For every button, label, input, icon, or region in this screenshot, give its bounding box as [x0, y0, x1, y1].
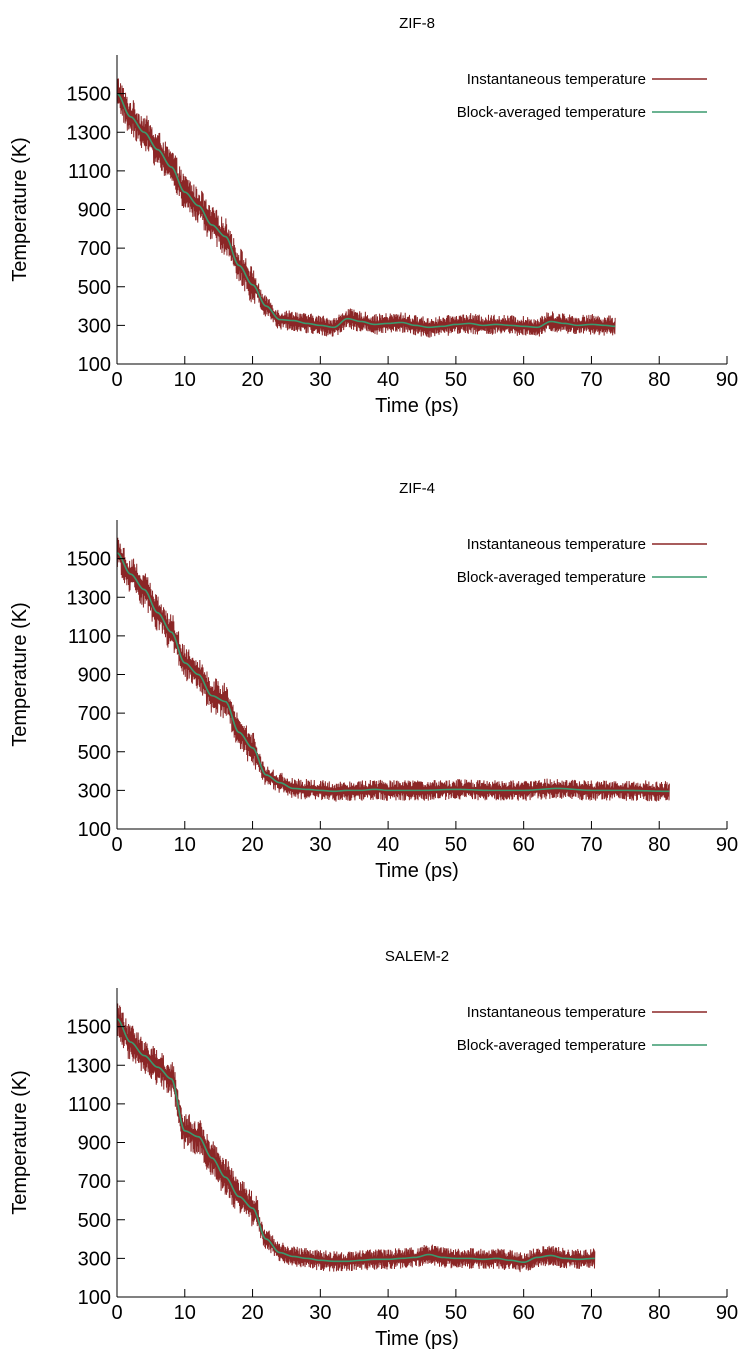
x-axis-label: Time (ps) [375, 395, 459, 417]
y-tick-label: 900 [78, 200, 111, 222]
x-tick-label: 80 [648, 1302, 670, 1324]
chart-title: SALEM-2 [385, 948, 449, 965]
x-tick-label: 0 [111, 1302, 122, 1324]
chart-1: ZIF-8 0 10 20 30 40 50 60 70 80 90 100 300 500 700 900 1… [9, 15, 738, 417]
x-tick-label: 0 [111, 369, 122, 391]
x-tick-label: 50 [445, 1302, 467, 1324]
x-tick-label: 0 [111, 834, 122, 856]
x-tick-label: 10 [174, 1302, 196, 1324]
y-tick-label: 300 [78, 315, 111, 337]
x-tick-label: 60 [513, 1302, 535, 1324]
y-tick-label: 100 [78, 819, 111, 841]
chart-3: SALEM-2 0 10 20 30 40 50 60 70 80 90 100 300 500 700 90… [9, 948, 738, 1350]
x-tick-label: 70 [580, 369, 602, 391]
x-axis-label: Time (ps) [375, 860, 459, 882]
legend-label-block-averaged: Block-averaged temperature [457, 104, 646, 121]
legend-label-instantaneous: Instantaneous temperature [467, 71, 646, 88]
series-instantaneous-line [117, 78, 616, 338]
legend-label-instantaneous: Instantaneous temperature [467, 536, 646, 553]
x-tick-label: 30 [309, 834, 331, 856]
y-tick-label: 100 [78, 1287, 111, 1309]
x-tick-label: 70 [580, 1302, 602, 1324]
y-tick-label: 900 [78, 665, 111, 687]
x-tick-label: 90 [716, 834, 738, 856]
series-block-averaged-line [117, 552, 670, 793]
x-tick-label: 10 [174, 834, 196, 856]
x-tick-label: 70 [580, 834, 602, 856]
series-instantaneous-line [117, 1003, 596, 1273]
x-axis-label: Time (ps) [375, 1328, 459, 1350]
x-tick-label: 40 [377, 369, 399, 391]
y-tick-label: 1100 [68, 1094, 111, 1116]
y-tick-label: 1500 [67, 549, 112, 571]
y-axis-label: Temperature (K) [9, 137, 31, 282]
x-tick-label: 30 [309, 369, 331, 391]
y-tick-label: 100 [78, 354, 111, 376]
y-tick-label: 1300 [67, 1055, 112, 1077]
y-axis-label: Temperature (K) [9, 1070, 31, 1215]
x-tick-label: 80 [648, 834, 670, 856]
y-tick-label: 1100 [68, 626, 111, 648]
x-tick-label: 30 [309, 1302, 331, 1324]
series-block-averaged-line [117, 92, 616, 329]
x-tick-label: 80 [648, 369, 670, 391]
y-tick-label: 700 [78, 1171, 111, 1193]
x-tick-label: 60 [513, 369, 535, 391]
x-tick-label: 50 [445, 834, 467, 856]
x-tick-label: 90 [716, 369, 738, 391]
y-tick-label: 700 [78, 238, 111, 260]
series-block-averaged-line [117, 1018, 595, 1264]
y-tick-label: 1500 [67, 84, 112, 106]
chart-title: ZIF-8 [399, 15, 435, 32]
x-tick-label: 20 [241, 834, 263, 856]
x-tick-label: 40 [377, 834, 399, 856]
y-tick-label: 1300 [67, 122, 112, 144]
y-tick-label: 300 [78, 780, 111, 802]
y-tick-label: 300 [78, 1248, 111, 1270]
y-tick-label: 1500 [67, 1017, 112, 1039]
y-tick-label: 500 [78, 742, 111, 764]
chart-title: ZIF-4 [399, 480, 435, 497]
y-tick-label: 700 [78, 703, 111, 725]
y-tick-label: 1100 [68, 161, 111, 183]
legend-label-instantaneous: Instantaneous temperature [467, 1004, 646, 1021]
legend: Instantaneous temperature Block-averaged … [457, 536, 707, 586]
chart-2: ZIF-4 0 10 20 30 40 50 60 70 80 90 100 300 500 700 900 1… [9, 480, 738, 882]
legend: Instantaneous temperature Block-averaged … [457, 71, 707, 121]
x-tick-label: 50 [445, 369, 467, 391]
x-tick-label: 90 [716, 1302, 738, 1324]
x-tick-label: 60 [513, 834, 535, 856]
y-axis-label: Temperature (K) [9, 602, 31, 747]
legend-label-block-averaged: Block-averaged temperature [457, 569, 646, 586]
x-tick-label: 20 [241, 1302, 263, 1324]
legend: Instantaneous temperature Block-averaged … [457, 1004, 707, 1054]
y-tick-label: 500 [78, 1210, 111, 1232]
x-tick-label: 40 [377, 1302, 399, 1324]
legend-label-block-averaged: Block-averaged temperature [457, 1037, 646, 1054]
y-tick-label: 500 [78, 277, 111, 299]
x-tick-label: 10 [174, 369, 196, 391]
x-tick-label: 20 [241, 369, 263, 391]
y-tick-label: 1300 [67, 587, 112, 609]
y-tick-label: 900 [78, 1133, 111, 1155]
